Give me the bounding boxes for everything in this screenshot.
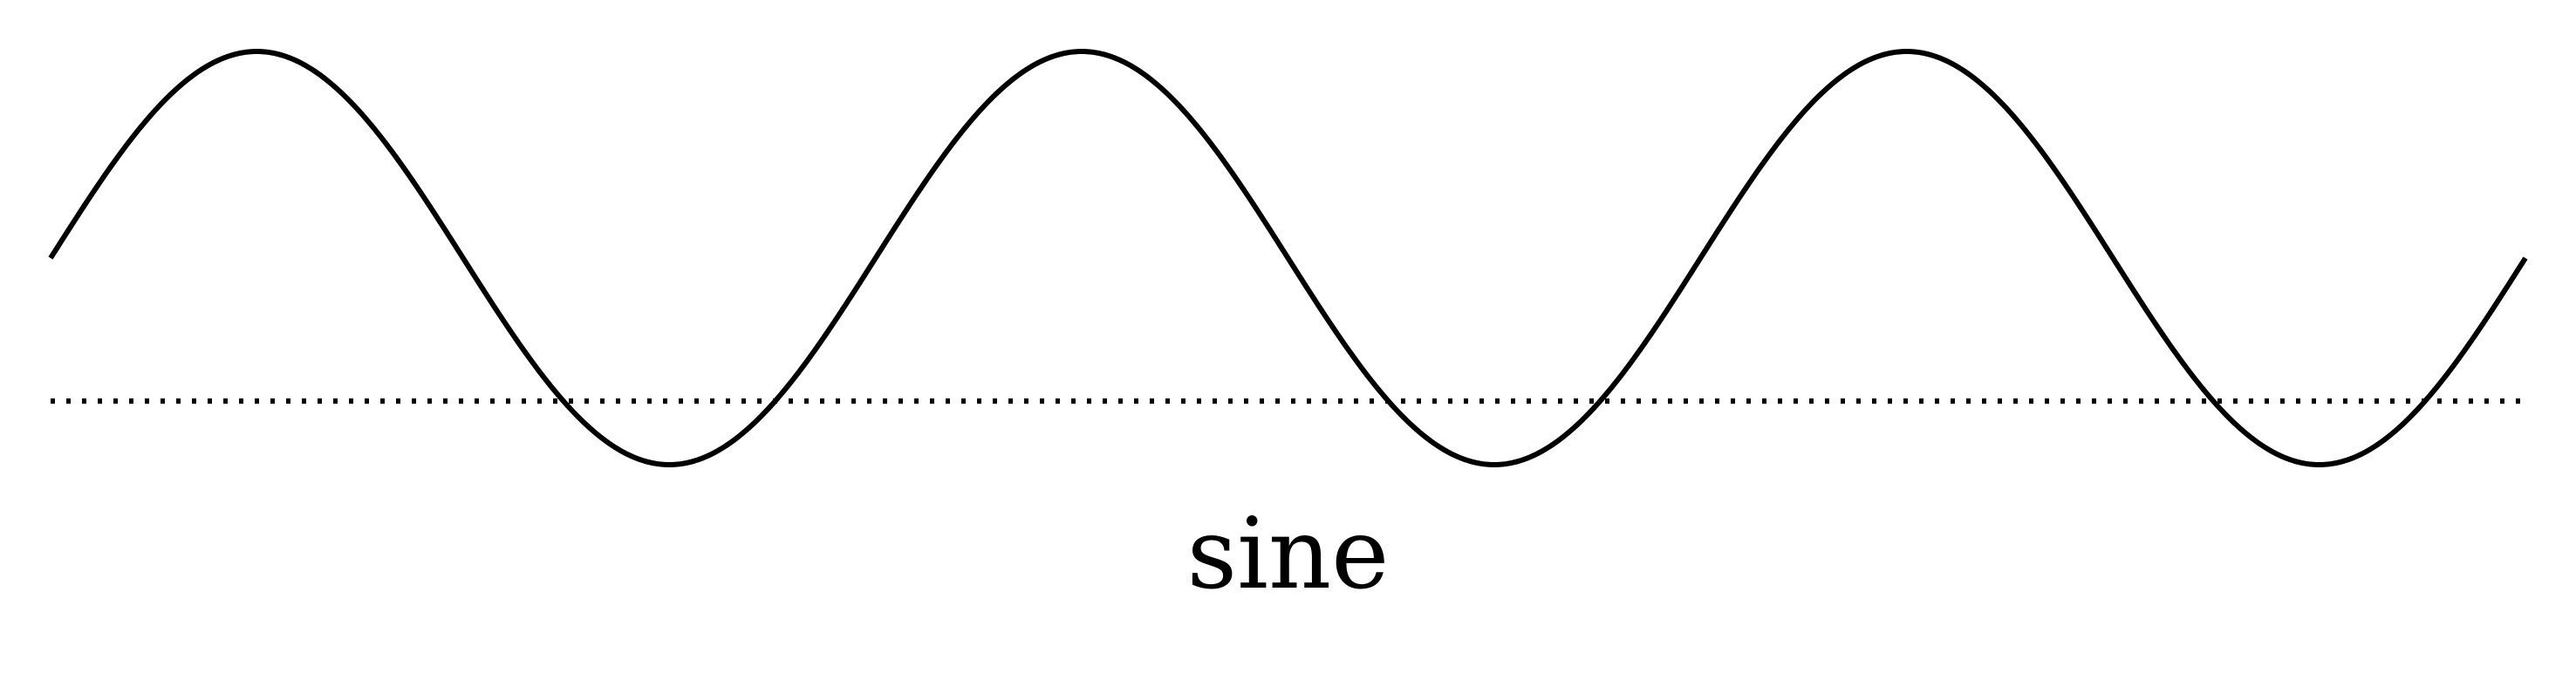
sine-curve bbox=[48, 49, 2528, 467]
wave-label: sine bbox=[1186, 498, 1390, 611]
